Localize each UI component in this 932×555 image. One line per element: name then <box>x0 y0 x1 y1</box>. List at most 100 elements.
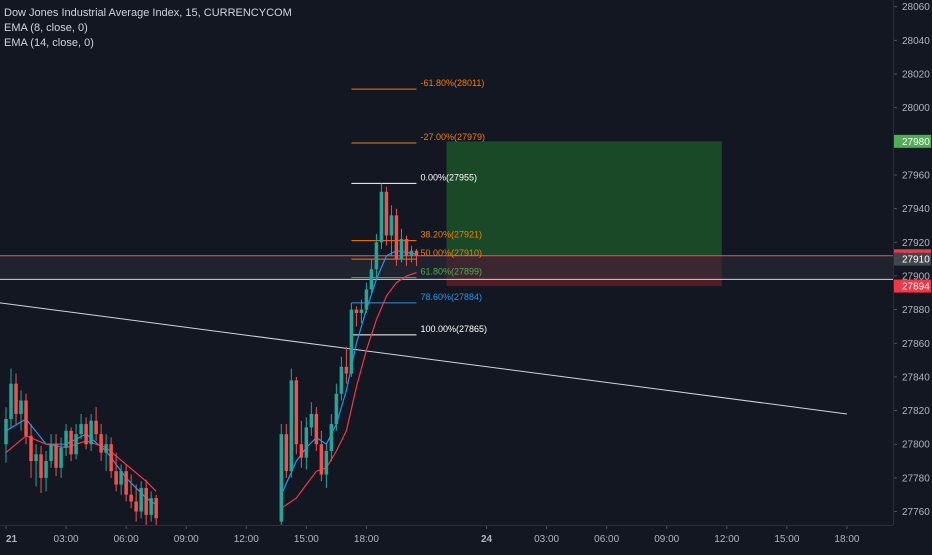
candle-body <box>74 434 78 455</box>
x-tick-label: 12:00 <box>234 534 259 545</box>
x-tick-label: 15:00 <box>294 534 319 545</box>
y-tick-label: 28040 <box>902 36 930 47</box>
candle <box>4 407 8 463</box>
candle-body <box>384 191 389 236</box>
candle <box>334 383 339 431</box>
candle-body <box>379 191 384 243</box>
fib-level-label: 78.60%(27884) <box>420 292 482 302</box>
candle-body <box>399 238 404 260</box>
candle <box>39 445 43 494</box>
candle-body <box>359 309 364 313</box>
y-tick-label: 27820 <box>902 406 930 417</box>
candle <box>14 373 18 425</box>
candle <box>414 249 419 266</box>
y-tick-label: 27860 <box>902 339 930 350</box>
candle-body <box>24 400 28 436</box>
candle-body <box>374 242 379 270</box>
candle-body <box>154 498 158 519</box>
candle <box>384 186 389 246</box>
candle-body <box>124 471 128 495</box>
price-label-bg <box>894 134 931 148</box>
price-band <box>0 255 893 280</box>
fib-level-label: 100.00%(27865) <box>420 324 487 334</box>
candle-body <box>139 487 143 512</box>
candle-body <box>39 454 43 478</box>
candle <box>64 424 68 457</box>
candle <box>44 450 48 492</box>
candle <box>404 235 409 266</box>
candle-body <box>54 444 58 468</box>
candle <box>89 413 93 451</box>
candle <box>329 413 334 462</box>
fib-level-label: -27.00%(27979) <box>420 132 485 142</box>
candle-body <box>299 444 304 458</box>
candle <box>9 368 13 428</box>
candle <box>394 208 399 266</box>
price-label-text: 27894 <box>902 282 930 293</box>
candle-body <box>339 366 344 394</box>
y-tick-label: 27800 <box>902 440 930 451</box>
x-tick-label: 09:00 <box>174 534 199 545</box>
x-tick-label: 24 <box>481 534 493 545</box>
candle-body <box>89 420 93 445</box>
candle <box>294 376 299 455</box>
fib-level-label: 38.20%(27921) <box>420 230 482 240</box>
candle-body <box>344 366 349 374</box>
candle <box>379 183 384 250</box>
candle <box>69 427 73 462</box>
candle-body <box>349 309 354 374</box>
candle <box>94 407 98 441</box>
candle-body <box>364 289 369 310</box>
candle <box>104 434 108 472</box>
price-label: 27894 <box>894 279 931 293</box>
price-label-bg <box>894 279 931 293</box>
candle <box>344 346 349 384</box>
candle-body <box>104 444 108 453</box>
candle-body <box>354 309 359 313</box>
ema14-legend[interactable]: EMA (14, close, 0) <box>4 37 94 49</box>
y-tick-label: 28020 <box>902 70 930 81</box>
candle <box>279 424 284 525</box>
candle <box>79 413 83 440</box>
ema8-legend[interactable]: EMA (8, close, 0) <box>4 22 88 34</box>
candle-body <box>334 393 339 425</box>
candle <box>24 393 28 445</box>
candle-body <box>284 434 289 472</box>
price-label-text: 27980 <box>902 137 930 148</box>
candle-body <box>79 424 83 435</box>
candle-body <box>134 501 138 512</box>
y-tick-label: 27880 <box>902 305 930 316</box>
candle <box>54 434 58 477</box>
candle-body <box>149 498 153 515</box>
candle-body <box>99 434 103 453</box>
candle-body <box>144 487 148 515</box>
candle-body <box>109 444 113 472</box>
trendline <box>0 302 848 415</box>
candle-body <box>404 238 409 256</box>
candle <box>34 444 38 487</box>
x-tick-label: 12:00 <box>714 534 739 545</box>
x-tick-label: 21 <box>6 534 18 545</box>
candle <box>114 452 118 492</box>
candle <box>129 474 133 509</box>
price-label-bg <box>894 252 931 266</box>
candle <box>314 407 319 451</box>
candle <box>374 233 379 280</box>
candle-body <box>94 420 98 435</box>
candle-body <box>64 430 68 448</box>
fib-level-label: -61.80%(28011) <box>420 78 484 88</box>
y-tick-label: 27940 <box>902 204 930 215</box>
candle-body <box>309 413 314 428</box>
y-tick-label: 28000 <box>902 103 930 114</box>
candle-body <box>44 461 48 478</box>
candle <box>109 437 113 478</box>
candle-body <box>84 424 88 445</box>
candle-body <box>34 454 38 462</box>
candle-body <box>394 215 399 260</box>
candle-body <box>59 447 63 468</box>
candle <box>389 205 394 256</box>
chart-legend: Dow Jones Industrial Average Index, 15, … <box>4 6 292 51</box>
candle-body <box>19 400 23 414</box>
